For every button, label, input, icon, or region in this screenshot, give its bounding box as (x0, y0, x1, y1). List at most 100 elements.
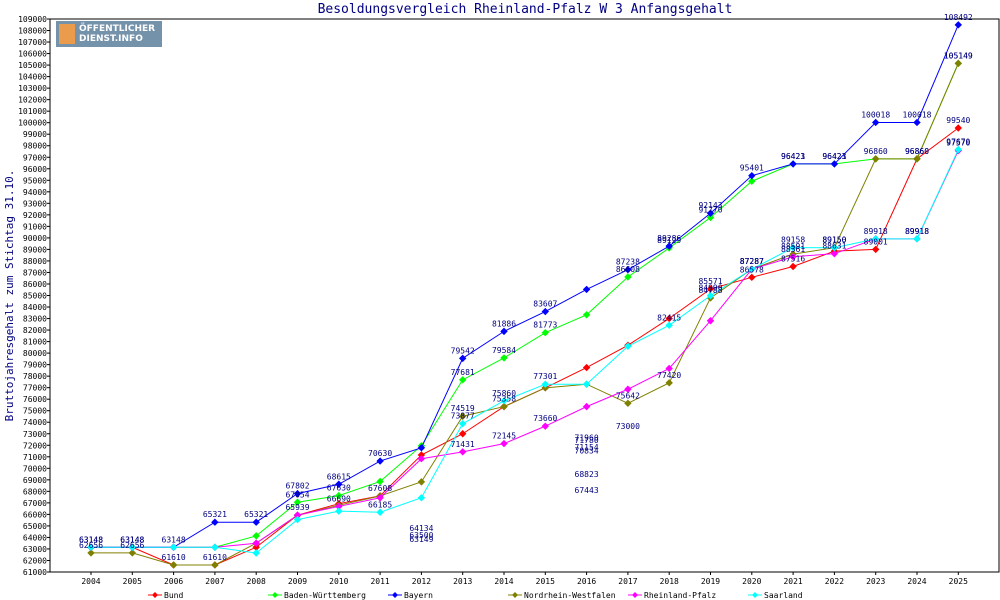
data-point (376, 508, 384, 516)
data-point (582, 285, 591, 294)
data-label: 89150 (822, 236, 846, 245)
data-label: 89150 (822, 236, 846, 245)
data-point (748, 171, 756, 180)
legend-label: Baden-Württemberg (284, 591, 366, 600)
y-tick-label: 80000 (23, 349, 47, 358)
data-point (417, 494, 426, 502)
x-tick-label: 2025 (949, 577, 968, 586)
y-tick-label: 108000 (18, 27, 47, 36)
y-tick-label: 92000 (23, 211, 47, 220)
data-point (376, 457, 384, 465)
series-line-1 (91, 63, 959, 548)
legend-marker (752, 592, 758, 598)
x-tick-label: 2008 (247, 577, 266, 586)
data-label: 95401 (740, 164, 764, 173)
data-point (252, 518, 260, 526)
data-point (913, 235, 921, 243)
data-point (458, 430, 467, 438)
x-tick-label: 2012 (412, 577, 431, 586)
data-point (789, 262, 797, 271)
y-tick-label: 89000 (23, 245, 47, 254)
data-point (293, 489, 302, 498)
data-point (789, 253, 797, 261)
x-tick-label: 2019 (701, 577, 720, 586)
data-label: 71960 (575, 434, 599, 443)
data-point (582, 311, 591, 319)
data-label: 89158 (781, 236, 805, 245)
y-tick-label: 94000 (23, 188, 47, 197)
y-tick-label: 99000 (23, 130, 47, 139)
data-label: 96421 (822, 152, 846, 161)
data-label: 63148 (120, 535, 144, 544)
data-label: 97570 (946, 139, 970, 148)
data-label: 79584 (492, 346, 516, 355)
data-point (954, 21, 963, 29)
data-label: 84788 (698, 286, 722, 295)
data-label: 79542 (451, 346, 475, 355)
data-label: 62656 (120, 541, 144, 550)
data-label: 87516 (781, 255, 805, 264)
data-label: 75860 (492, 389, 516, 398)
series-line-4 (91, 150, 959, 548)
data-label: 65939 (285, 503, 309, 512)
data-label: 67054 (285, 490, 309, 499)
data-point (954, 59, 963, 68)
data-label: 62656 (79, 541, 103, 550)
data-label: 64134 (409, 524, 433, 533)
data-label: 63148 (79, 535, 103, 544)
data-label: 96423 (822, 152, 846, 161)
y-tick-label: 101000 (18, 107, 47, 116)
x-tick-label: 2021 (783, 577, 802, 586)
data-point (169, 561, 178, 569)
data-label: 89918 (905, 227, 929, 236)
x-tick-label: 2011 (370, 577, 389, 586)
data-label: 89129 (657, 236, 681, 245)
series-line-2 (91, 24, 959, 548)
y-tick-label: 77000 (23, 384, 47, 393)
x-tick-label: 2009 (288, 577, 307, 586)
data-label: 77681 (451, 368, 475, 377)
series-line-0 (91, 127, 959, 566)
data-point (128, 543, 137, 551)
data-point (665, 242, 673, 250)
x-tick-label: 2024 (907, 577, 926, 586)
data-point (500, 439, 508, 448)
data-point (541, 307, 550, 316)
y-tick-label: 88000 (23, 257, 47, 266)
data-point (458, 448, 467, 456)
x-tick-label: 2007 (205, 577, 224, 586)
data-label: 66185 (368, 500, 392, 509)
data-point (128, 549, 137, 557)
data-label: 73000 (616, 422, 640, 431)
data-label: 70834 (575, 447, 599, 456)
data-point (87, 549, 95, 557)
data-label: 88591 (781, 242, 805, 251)
data-point (211, 518, 219, 526)
data-label: 100018 (903, 110, 932, 119)
data-point (335, 502, 343, 511)
data-point (830, 160, 839, 168)
x-tick-label: 2022 (825, 577, 844, 586)
data-label: 87238 (616, 258, 640, 267)
data-label: 63148 (79, 535, 103, 544)
data-label: 84990 (698, 284, 722, 293)
x-tick-label: 2010 (329, 577, 348, 586)
data-label: 67802 (285, 482, 309, 491)
data-point (706, 317, 715, 325)
data-label: 86608 (616, 265, 640, 274)
data-point (789, 243, 797, 252)
data-label: 97670 (946, 138, 970, 147)
y-tick-label: 67000 (23, 499, 47, 508)
data-label: 99540 (946, 116, 970, 125)
data-label: 89286 (657, 234, 681, 243)
data-point (582, 402, 591, 411)
data-label: 63148 (120, 535, 144, 544)
y-tick-label: 102000 (18, 96, 47, 105)
y-tick-label: 83000 (23, 315, 47, 324)
x-tick-label: 2023 (866, 577, 885, 586)
data-point (830, 249, 839, 258)
data-point (293, 498, 302, 506)
y-tick-label: 64000 (23, 533, 47, 542)
x-tick-label: 2005 (123, 577, 142, 586)
data-point (417, 444, 426, 452)
